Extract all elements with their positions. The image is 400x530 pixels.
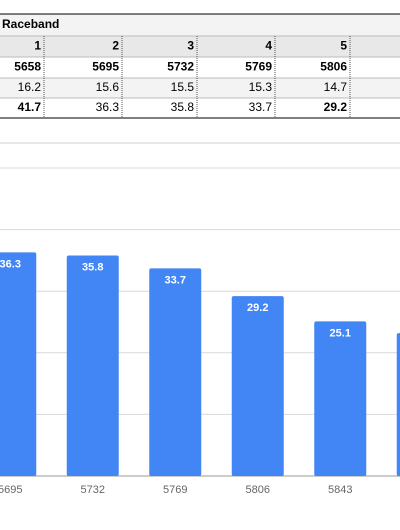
table-cell: 36.3 (96, 100, 120, 114)
table-cell: 4 (265, 39, 272, 53)
bar (396, 333, 400, 476)
x-tick-label: 5806 (246, 484, 270, 496)
table-cell: 5806 (320, 60, 347, 74)
table-cell: 5769 (245, 60, 272, 74)
table-cell: 29.2 (324, 100, 348, 114)
table-cell: 5 (340, 39, 347, 53)
table-cell: 41.7 (18, 100, 42, 114)
table-cell: 35.8 (171, 100, 195, 114)
table-cell: 15.5 (171, 80, 195, 94)
table-cell: 15.3 (249, 80, 273, 94)
table-title: Raceband (2, 17, 59, 31)
row-background (0, 36, 400, 57)
table-cell: 14.7 (324, 80, 348, 94)
table-cell: 33.7 (249, 100, 273, 114)
row-background (0, 57, 400, 78)
table-cell: 5658 (14, 60, 41, 74)
row-background (0, 98, 400, 118)
row-background (0, 78, 400, 98)
data-label: 29.2 (247, 302, 268, 314)
table-cell: 5695 (92, 60, 119, 74)
table-cell: 5732 (167, 60, 194, 74)
table-cell: 16.2 (18, 80, 42, 94)
bar (149, 268, 202, 476)
bar (314, 321, 367, 476)
table-cell: 1 (34, 39, 41, 53)
x-tick-label: 5843 (328, 484, 352, 496)
row-background (0, 14, 400, 36)
table-cell: 3 (187, 39, 194, 53)
x-tick-label: 5695 (0, 484, 22, 496)
bar (0, 252, 37, 476)
bar (231, 296, 284, 476)
table-cell: 2 (112, 39, 119, 53)
data-label: 25.1 (330, 327, 351, 339)
bar (66, 255, 119, 476)
data-label: 33.7 (165, 274, 186, 286)
data-label: 35.8 (82, 261, 103, 273)
x-tick-label: 5769 (163, 484, 187, 496)
x-tick-label: 5732 (81, 484, 105, 496)
data-label: 36.3 (0, 258, 21, 270)
table-cell: 15.6 (96, 80, 120, 94)
